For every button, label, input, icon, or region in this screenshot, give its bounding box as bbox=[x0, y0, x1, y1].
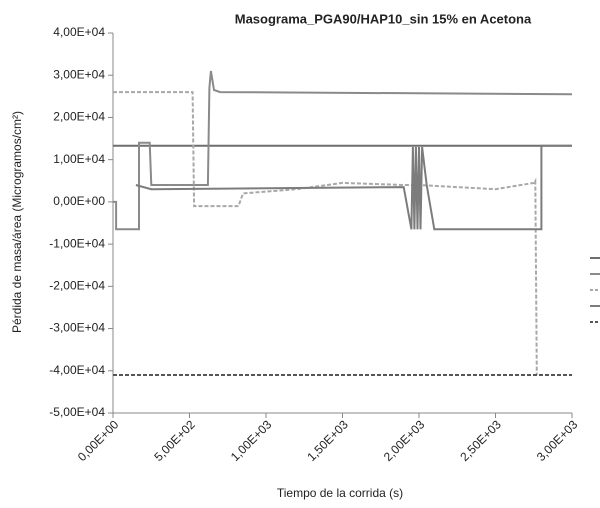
series-line bbox=[113, 91, 538, 376]
y-tick-label: 1,00E+04 bbox=[53, 152, 105, 166]
y-tick-label: -1,00E+04 bbox=[49, 236, 105, 250]
x-axis-label: Tiempo de la corrida (s) bbox=[277, 486, 403, 500]
x-tick-label: 1,50E+03 bbox=[304, 417, 351, 464]
y-tick-label: 3,00E+04 bbox=[53, 67, 105, 81]
y-tick-label: -4,00E+04 bbox=[49, 363, 105, 377]
x-tick-label: 1,00E+03 bbox=[228, 417, 275, 464]
x-tick-label: 3,00E+03 bbox=[534, 417, 581, 464]
y-tick-label: -5,00E+04 bbox=[49, 405, 105, 419]
y-tick-label: -3,00E+04 bbox=[49, 321, 105, 335]
y-tick-label: 0,00E+00 bbox=[53, 194, 105, 208]
series-line bbox=[135, 144, 572, 231]
y-tick-label: -2,00E+04 bbox=[49, 279, 105, 293]
y-axis-label: Pérdida de masa/área (Microgramos/cm²) bbox=[10, 111, 24, 333]
chart-title: Masograma_PGA90/HAP10_sin 15% en Acetona bbox=[235, 11, 532, 26]
y-tick-label: 2,00E+04 bbox=[53, 110, 105, 124]
series-line bbox=[113, 70, 573, 231]
y-tick-label: 4,00E+04 bbox=[53, 25, 105, 39]
x-tick-label: 2,00E+03 bbox=[381, 417, 428, 464]
x-tick-label: 2,50E+03 bbox=[457, 417, 504, 464]
x-tick-label: 0,00E+00 bbox=[75, 417, 122, 464]
x-tick-label: 5,00E+02 bbox=[151, 417, 198, 464]
